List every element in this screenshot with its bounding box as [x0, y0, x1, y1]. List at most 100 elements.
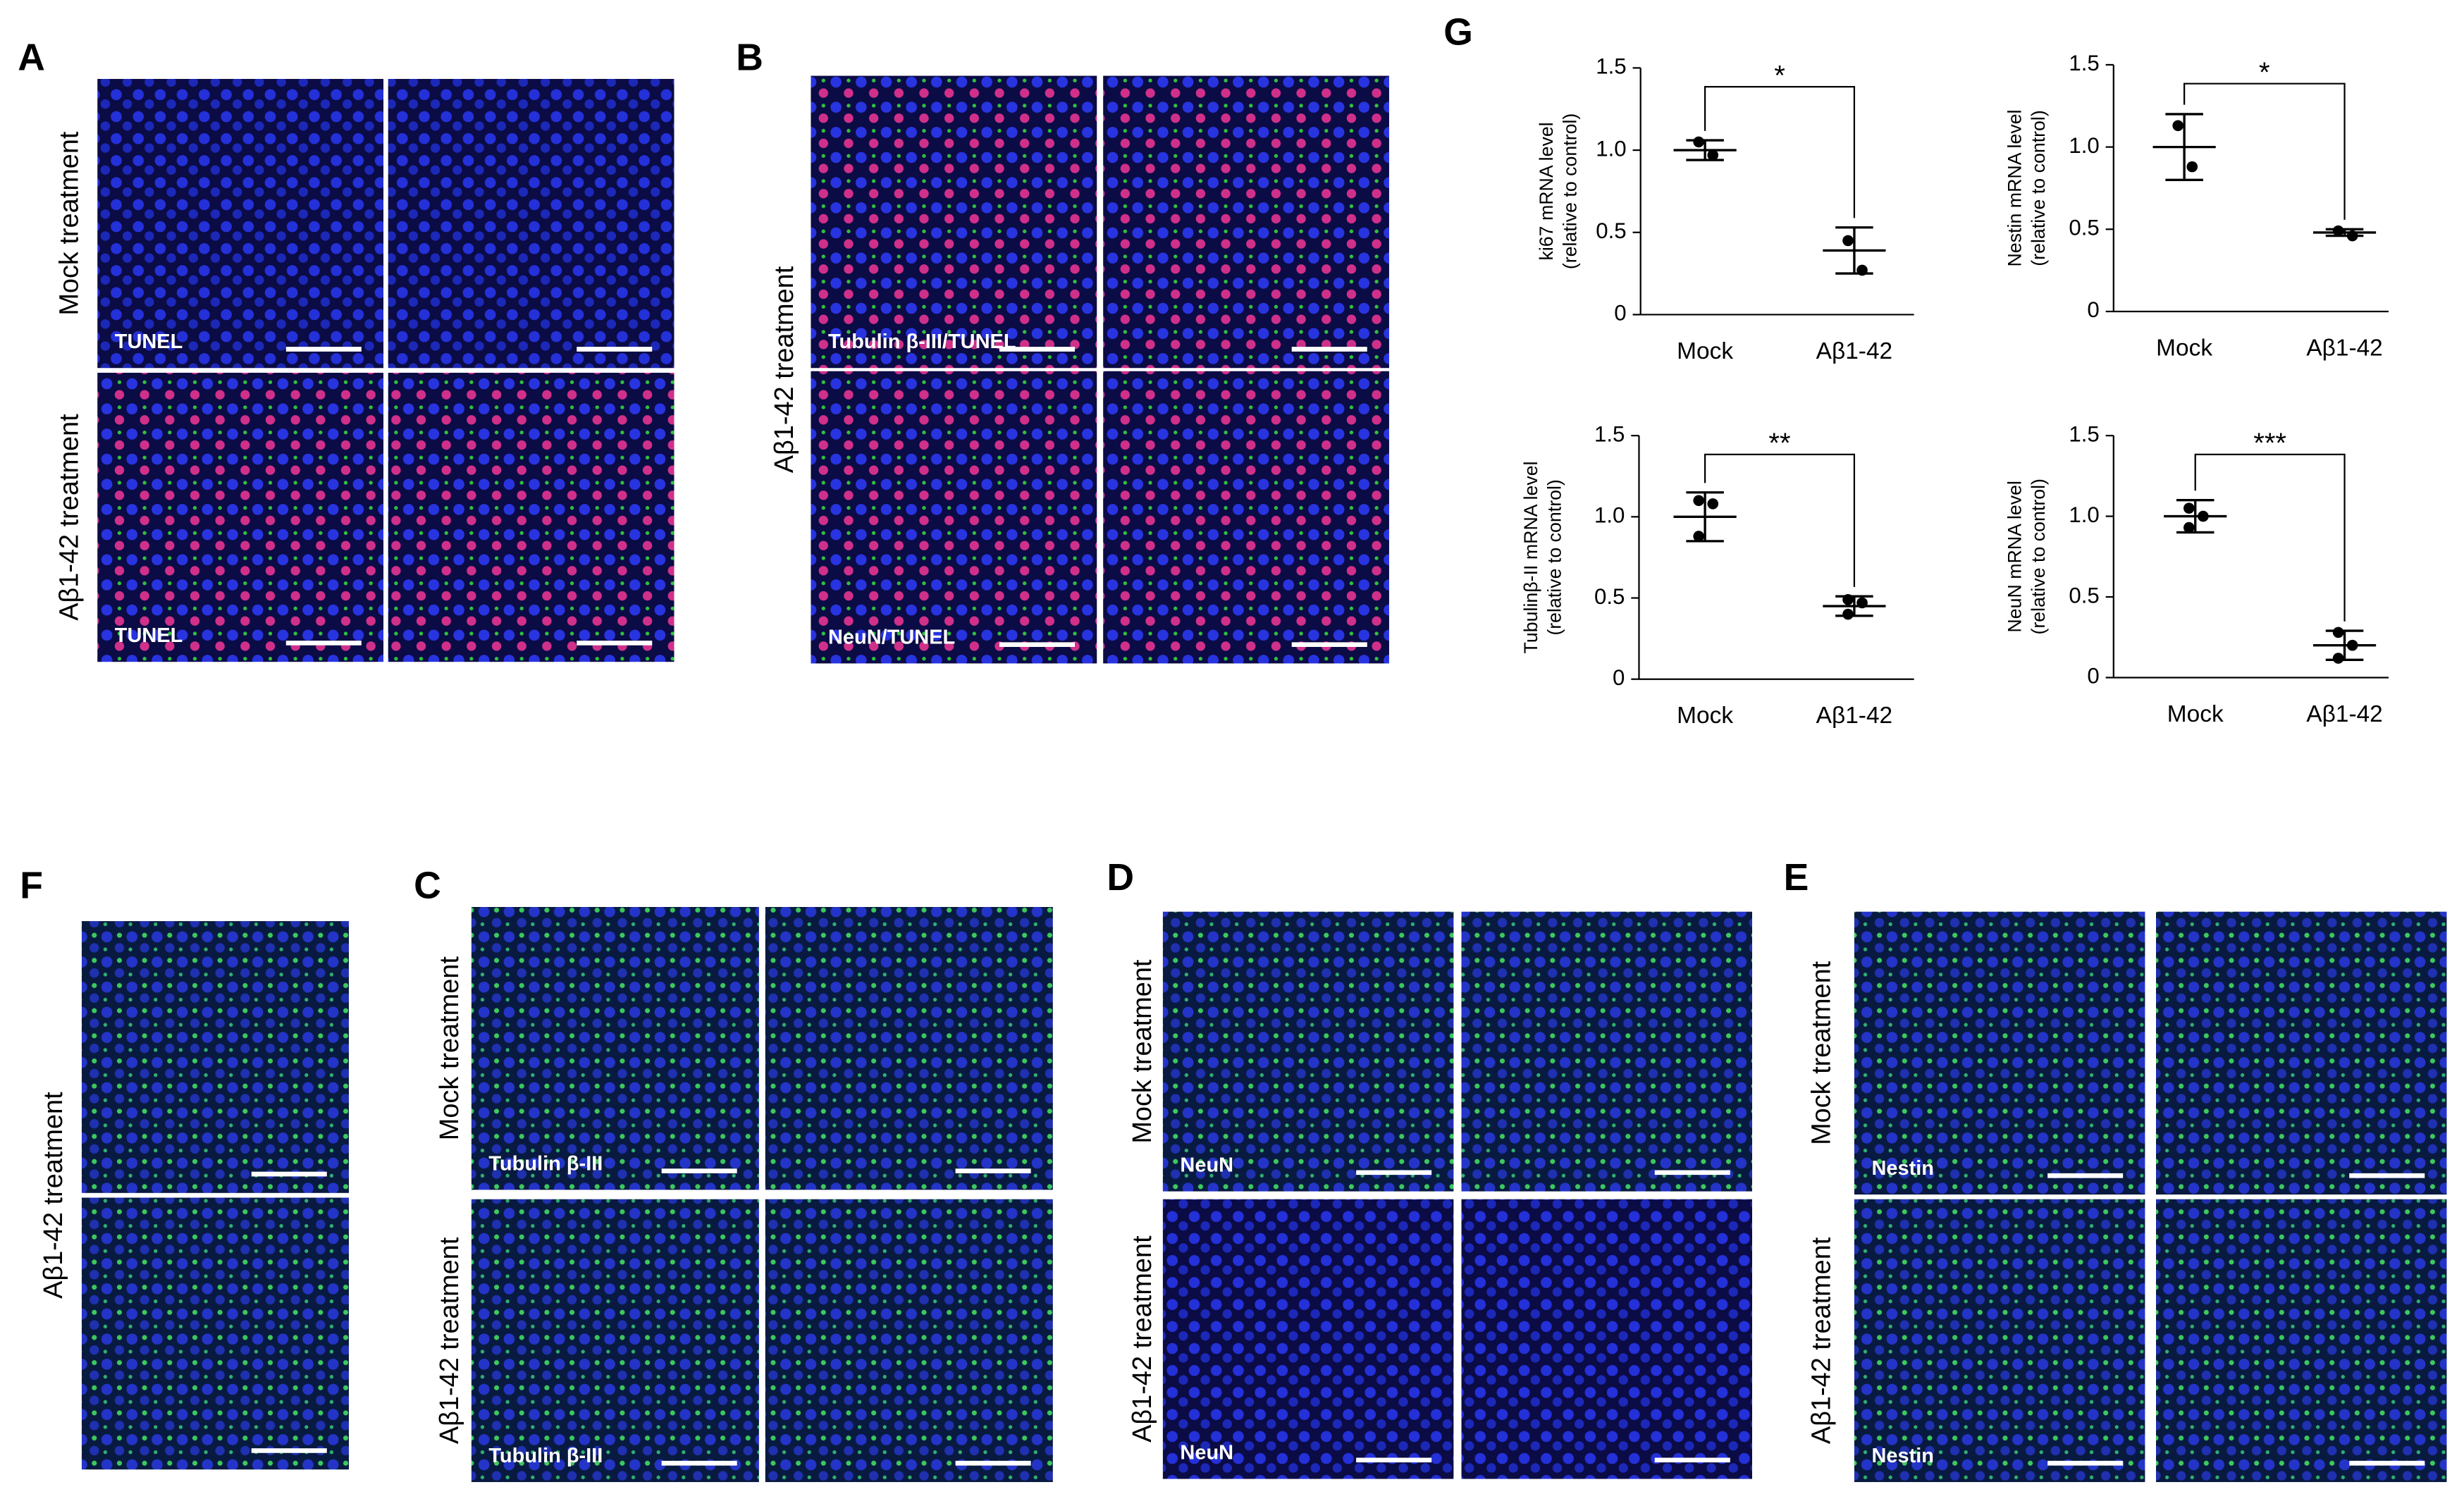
- micrograph: [388, 79, 674, 369]
- stain-label: Tubulin β-III/TUNEL: [828, 331, 1016, 353]
- micrograph: [97, 372, 384, 662]
- data-point: [2183, 521, 2195, 533]
- micrograph: [811, 75, 1097, 369]
- x-tick-label: Mock: [2167, 701, 2224, 727]
- y-tick-label: 1.0: [2069, 133, 2099, 158]
- y-tick-label: 0: [2087, 664, 2099, 689]
- data-point: [1707, 498, 1719, 510]
- data-point: [2332, 653, 2344, 664]
- data-point: [1707, 149, 1719, 161]
- x-tick-label: Mock: [2156, 335, 2212, 361]
- significance-label: **: [1768, 427, 1790, 459]
- data-point: [1842, 594, 1854, 605]
- stain-label: NeuN/TUNEL: [828, 626, 955, 648]
- y-tick-label: 1.0: [1594, 503, 1625, 528]
- data-point: [1842, 235, 1854, 247]
- panel-letter: D: [1107, 857, 1134, 899]
- significance-label: ***: [2253, 427, 2286, 459]
- micrograph: [1162, 911, 1454, 1192]
- micrograph: [811, 371, 1097, 664]
- panel-letter: G: [1443, 12, 1473, 54]
- y-tick-label: 1.0: [1596, 136, 1626, 161]
- row-label: Mock treatment: [1128, 959, 1157, 1144]
- row-label: Aβ1-42 treatment: [770, 266, 799, 473]
- y-tick-label: 1.5: [2069, 421, 2099, 446]
- y-tick-label: 1.0: [2069, 502, 2099, 527]
- x-tick-label: Aβ1-42: [2306, 335, 2382, 361]
- y-tick-label: 1.5: [1594, 421, 1625, 446]
- y-axis-label: ki67 mRNA level: [1536, 122, 1557, 260]
- panel-letter: C: [414, 865, 441, 906]
- stain-label: TUNEL: [115, 331, 183, 353]
- y-axis-label: Nestin mRNA level: [2004, 109, 2026, 266]
- stain-label: Nestin: [1871, 1445, 1934, 1467]
- x-tick-label: Aβ1-42: [2306, 701, 2382, 727]
- row-label: Aβ1-42 treatment: [435, 1237, 464, 1444]
- stain-label: Tubulin β-III: [488, 1445, 603, 1467]
- data-point: [1693, 136, 1704, 148]
- micrograph: [388, 372, 674, 662]
- micrograph: [1103, 75, 1389, 369]
- x-tick-label: Aβ1-42: [1816, 703, 1892, 729]
- y-axis-label: (relative to control): [1560, 113, 1581, 270]
- data-point: [1856, 264, 1868, 276]
- y-tick-label: 1.5: [2069, 51, 2099, 75]
- data-point: [2183, 502, 2195, 514]
- micrograph: [1854, 911, 2145, 1195]
- micrograph: [765, 1199, 1053, 1483]
- row-label: Aβ1-42 treatment: [39, 1092, 68, 1299]
- row-label: Aβ1-42 treatment: [1128, 1235, 1157, 1443]
- row-label: Mock treatment: [1806, 961, 1836, 1145]
- micrograph: [97, 79, 384, 369]
- row-label: Mock treatment: [435, 956, 464, 1141]
- micrograph: [81, 921, 349, 1193]
- data-point: [2346, 230, 2358, 242]
- y-tick-label: 0.5: [1594, 584, 1625, 609]
- data-point: [1856, 597, 1868, 609]
- data-point: [2198, 510, 2209, 522]
- significance-bracket: [1704, 453, 1856, 587]
- micrograph: [471, 907, 759, 1190]
- stain-label: TUNEL: [115, 624, 183, 647]
- data-point: [2346, 639, 2358, 651]
- y-tick-label: 0: [2087, 297, 2099, 322]
- y-tick-label: 1.5: [1596, 54, 1626, 79]
- y-axis-label: (relative to control): [2028, 479, 2049, 635]
- stain-label: Tubulin β-III: [488, 1152, 603, 1175]
- y-tick-label: 0.5: [1596, 218, 1626, 243]
- y-axis-label: Tubulinβ-II mRNA level: [1520, 461, 1541, 653]
- data-point: [1693, 495, 1704, 507]
- row-label: Aβ1-42 treatment: [1806, 1237, 1836, 1444]
- micrograph: [1103, 371, 1389, 664]
- data-point: [1693, 531, 1704, 542]
- micrograph: [471, 1199, 759, 1483]
- y-tick-label: 0.5: [2069, 583, 2099, 607]
- significance-bracket: [1704, 86, 1856, 218]
- row-label: Aβ1-42 treatment: [54, 414, 84, 621]
- row-label: Mock treatment: [54, 131, 84, 316]
- data-point: [1842, 608, 1854, 620]
- panel-letter: F: [20, 865, 43, 906]
- stain-label: Nestin: [1871, 1157, 1934, 1180]
- micrograph: [2156, 1199, 2447, 1483]
- micrograph: [765, 907, 1053, 1190]
- micrograph: [1854, 1199, 2145, 1483]
- x-tick-label: Mock: [1677, 703, 1733, 729]
- micrograph: [1461, 911, 1752, 1192]
- panel-letter: E: [1784, 857, 1809, 899]
- data-point: [2332, 627, 2344, 638]
- data-point: [2172, 120, 2184, 132]
- significance-bracket: [2194, 453, 2346, 622]
- micrograph: [1162, 1199, 1454, 1479]
- x-tick-label: Aβ1-42: [1816, 338, 1892, 364]
- stain-label: NeuN: [1180, 1154, 1233, 1177]
- data-point: [2186, 161, 2198, 173]
- significance-bracket: [2183, 82, 2346, 220]
- micrograph: [81, 1197, 349, 1470]
- micrograph: [2156, 911, 2447, 1195]
- significance-label: *: [1774, 59, 1785, 91]
- y-axis-label: (relative to control): [2028, 110, 2049, 266]
- y-axis-label: (relative to control): [1544, 479, 1565, 636]
- stain-label: NeuN: [1180, 1442, 1233, 1464]
